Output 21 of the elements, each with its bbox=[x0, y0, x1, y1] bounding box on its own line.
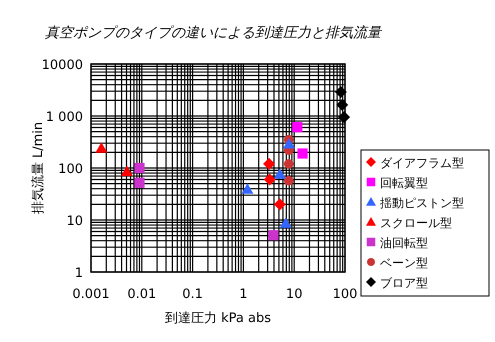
x-tick-label: 100 bbox=[332, 287, 358, 302]
x-tick-label: 0.01 bbox=[127, 287, 156, 302]
y-tick-label: 1 000 bbox=[46, 110, 83, 125]
x-axis-title: 到達圧力 kPa abs bbox=[164, 311, 272, 326]
legend-label: ダイアフラム型 bbox=[380, 156, 464, 170]
x-tick-label: 0.1 bbox=[182, 287, 203, 302]
x-tick-label: 0.001 bbox=[72, 287, 110, 302]
x-tick-label: 1 bbox=[239, 287, 248, 302]
y-tick-label: 1 bbox=[74, 266, 83, 281]
legend-label: 回転翼型 bbox=[380, 176, 428, 190]
y-axis-title: 排気流量 L/min bbox=[30, 122, 46, 214]
legend-label: スクロール型 bbox=[380, 216, 452, 230]
y-tick-label: 100 bbox=[58, 162, 83, 177]
y-tick-label: 10000 bbox=[42, 58, 83, 73]
legend-label: 油回転型 bbox=[380, 236, 428, 250]
y-tick-label: 10 bbox=[66, 214, 83, 229]
chart-title: 真空ポンプのタイプの違いによる到達圧力と排気流量 bbox=[45, 25, 383, 41]
legend-label: ベーン型 bbox=[380, 256, 428, 270]
legend-label: ブロア型 bbox=[380, 276, 428, 290]
x-tick-label: 10 bbox=[286, 287, 302, 302]
legend-label: 揺動ピストン型 bbox=[380, 196, 464, 210]
